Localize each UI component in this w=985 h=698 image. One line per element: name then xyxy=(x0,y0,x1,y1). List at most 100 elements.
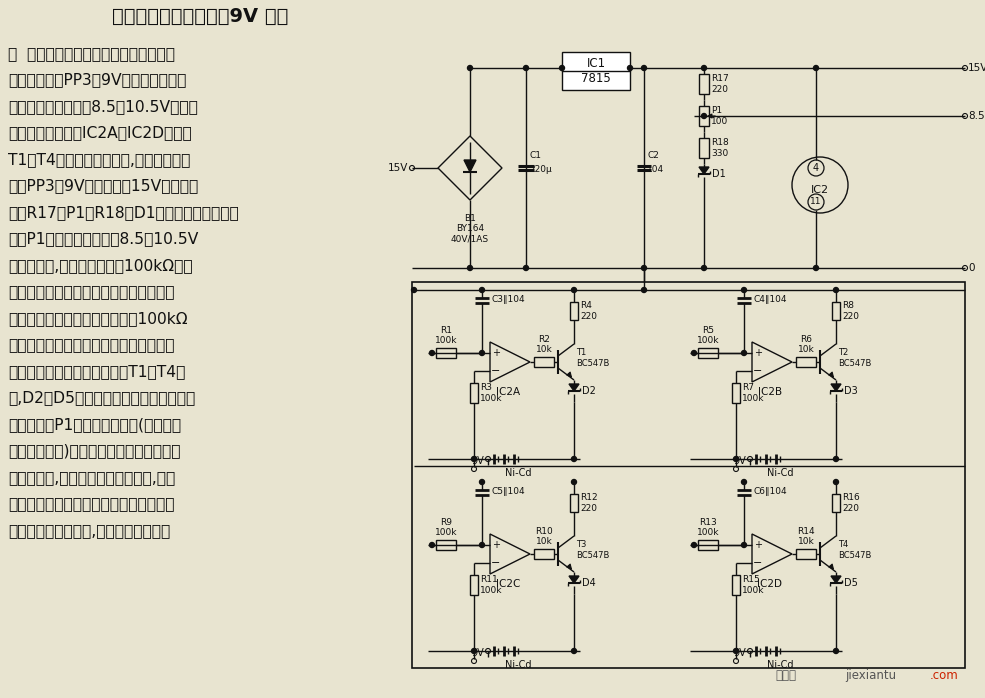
Bar xyxy=(796,357,816,367)
Text: R9
100k: R9 100k xyxy=(434,518,457,537)
Text: jiexiantu: jiexiantu xyxy=(845,669,896,682)
Text: D2: D2 xyxy=(582,386,596,396)
Circle shape xyxy=(472,648,477,653)
Circle shape xyxy=(701,265,706,271)
Circle shape xyxy=(814,66,819,70)
Text: IC1
7815: IC1 7815 xyxy=(581,57,611,85)
Bar xyxy=(534,357,554,367)
Circle shape xyxy=(742,480,747,484)
Circle shape xyxy=(627,66,632,70)
Text: R12
220: R12 220 xyxy=(580,493,598,513)
Text: 通,D2～D5指示充电正在进行。当电池电: 通,D2～D5指示充电正在进行。当电池电 xyxy=(8,390,195,406)
Text: 电阻加到该组比较器的反相输入端，去与: 电阻加到该组比较器的反相输入端，去与 xyxy=(8,338,174,352)
Text: IC2B: IC2B xyxy=(757,387,782,397)
Text: R16
220: R16 220 xyxy=(842,493,860,513)
Bar xyxy=(698,348,718,358)
Polygon shape xyxy=(831,384,841,391)
Bar xyxy=(436,540,456,550)
Text: Ni-Cd: Ni-Cd xyxy=(766,468,793,478)
Text: R7
100k: R7 100k xyxy=(742,383,764,403)
Polygon shape xyxy=(699,167,709,174)
Circle shape xyxy=(734,648,739,653)
Text: Ni-Cd: Ni-Cd xyxy=(766,660,793,670)
Text: 将睿科技有限公司: 将睿科技有限公司 xyxy=(557,380,664,400)
Text: 调节P1可在其滑动端取得8.5～10.5V: 调节P1可在其滑动端取得8.5～10.5V xyxy=(8,232,198,246)
Text: R18
330: R18 330 xyxy=(711,138,729,158)
Polygon shape xyxy=(831,576,841,583)
Text: 4: 4 xyxy=(813,163,820,173)
Bar xyxy=(562,52,630,90)
Text: R10
10k: R10 10k xyxy=(535,526,553,546)
Text: R15
100k: R15 100k xyxy=(742,575,764,595)
Circle shape xyxy=(429,542,434,547)
Text: 充电的终止电压可在8.5～10.5V范围内: 充电的终止电压可在8.5～10.5V范围内 xyxy=(8,99,198,114)
Text: 15V: 15V xyxy=(388,163,408,173)
Text: 充电终止电压)时，该组比较器的输出端翻: 充电终止电压)时，该组比较器的输出端翻 xyxy=(8,443,180,459)
Text: 压充到超过P1设定的基准电压(即预置的: 压充到超过P1设定的基准电压(即预置的 xyxy=(8,417,181,432)
Text: T1
BC547B: T1 BC547B xyxy=(576,348,610,368)
Circle shape xyxy=(833,480,838,484)
Text: D1: D1 xyxy=(712,169,726,179)
Text: Ni-Cd: Ni-Cd xyxy=(504,468,531,478)
Circle shape xyxy=(571,456,576,461)
Circle shape xyxy=(472,456,477,461)
Bar xyxy=(570,494,578,512)
Circle shape xyxy=(691,542,696,547)
Polygon shape xyxy=(569,576,579,583)
Circle shape xyxy=(523,265,529,271)
Bar xyxy=(732,383,740,403)
Bar xyxy=(732,575,740,595)
Circle shape xyxy=(742,542,747,547)
Text: +: + xyxy=(754,348,762,358)
Text: 9V: 9V xyxy=(471,648,484,658)
Text: 15V: 15V xyxy=(968,63,985,73)
Text: 可预置充电终止电压的9V 充电: 可预置充电终止电压的9V 充电 xyxy=(112,6,289,26)
Circle shape xyxy=(701,114,706,119)
Bar xyxy=(699,106,709,126)
Text: 可同时对四只PP3型9V镍镉电池充电。: 可同时对四只PP3型9V镍镉电池充电。 xyxy=(8,73,186,87)
Text: R8
220: R8 220 xyxy=(842,302,859,320)
Circle shape xyxy=(523,66,529,70)
Text: R13
100k: R13 100k xyxy=(696,518,719,537)
Text: 104: 104 xyxy=(647,165,664,174)
Circle shape xyxy=(641,265,646,271)
Text: R3
100k: R3 100k xyxy=(480,383,502,403)
Text: IC2: IC2 xyxy=(811,185,829,195)
Text: 11: 11 xyxy=(811,198,821,207)
Circle shape xyxy=(468,66,473,70)
Text: R1
100k: R1 100k xyxy=(434,325,457,345)
Bar xyxy=(832,494,840,512)
Circle shape xyxy=(571,288,576,292)
Circle shape xyxy=(742,288,747,292)
Bar xyxy=(832,302,840,320)
Circle shape xyxy=(641,288,646,292)
Bar xyxy=(470,383,478,403)
Text: C4‖104: C4‖104 xyxy=(753,295,786,304)
Text: 摆线图: 摆线图 xyxy=(775,669,796,682)
Circle shape xyxy=(701,66,706,70)
Text: D5: D5 xyxy=(844,578,858,588)
Circle shape xyxy=(571,480,576,484)
Text: 9V: 9V xyxy=(733,456,746,466)
Text: R14
10k: R14 10k xyxy=(797,526,815,546)
Circle shape xyxy=(833,648,838,653)
Circle shape xyxy=(480,288,485,292)
Polygon shape xyxy=(569,384,579,391)
Text: IC2C: IC2C xyxy=(495,579,520,589)
Text: R2
10k: R2 10k xyxy=(536,334,553,354)
Text: Ni-Cd: Ni-Cd xyxy=(504,660,531,670)
Bar xyxy=(699,74,709,94)
Text: R5
100k: R5 100k xyxy=(696,325,719,345)
Text: C3‖104: C3‖104 xyxy=(491,295,525,304)
Text: 预置。电压比较器IC2A～IC2D分别与: 预置。电压比较器IC2A～IC2D分别与 xyxy=(8,126,192,140)
Text: T1～T4组成四组充电电路,每组电路可充: T1～T4组成四组充电电路,每组电路可充 xyxy=(8,152,190,167)
Text: C5‖104: C5‖104 xyxy=(491,487,525,496)
Circle shape xyxy=(641,66,646,70)
Circle shape xyxy=(480,480,485,484)
Bar xyxy=(699,138,709,158)
Circle shape xyxy=(571,648,576,653)
Text: R6
10k: R6 10k xyxy=(798,334,815,354)
Text: T3
BC547B: T3 BC547B xyxy=(576,540,610,560)
Circle shape xyxy=(691,350,696,355)
Text: −: − xyxy=(492,558,500,568)
